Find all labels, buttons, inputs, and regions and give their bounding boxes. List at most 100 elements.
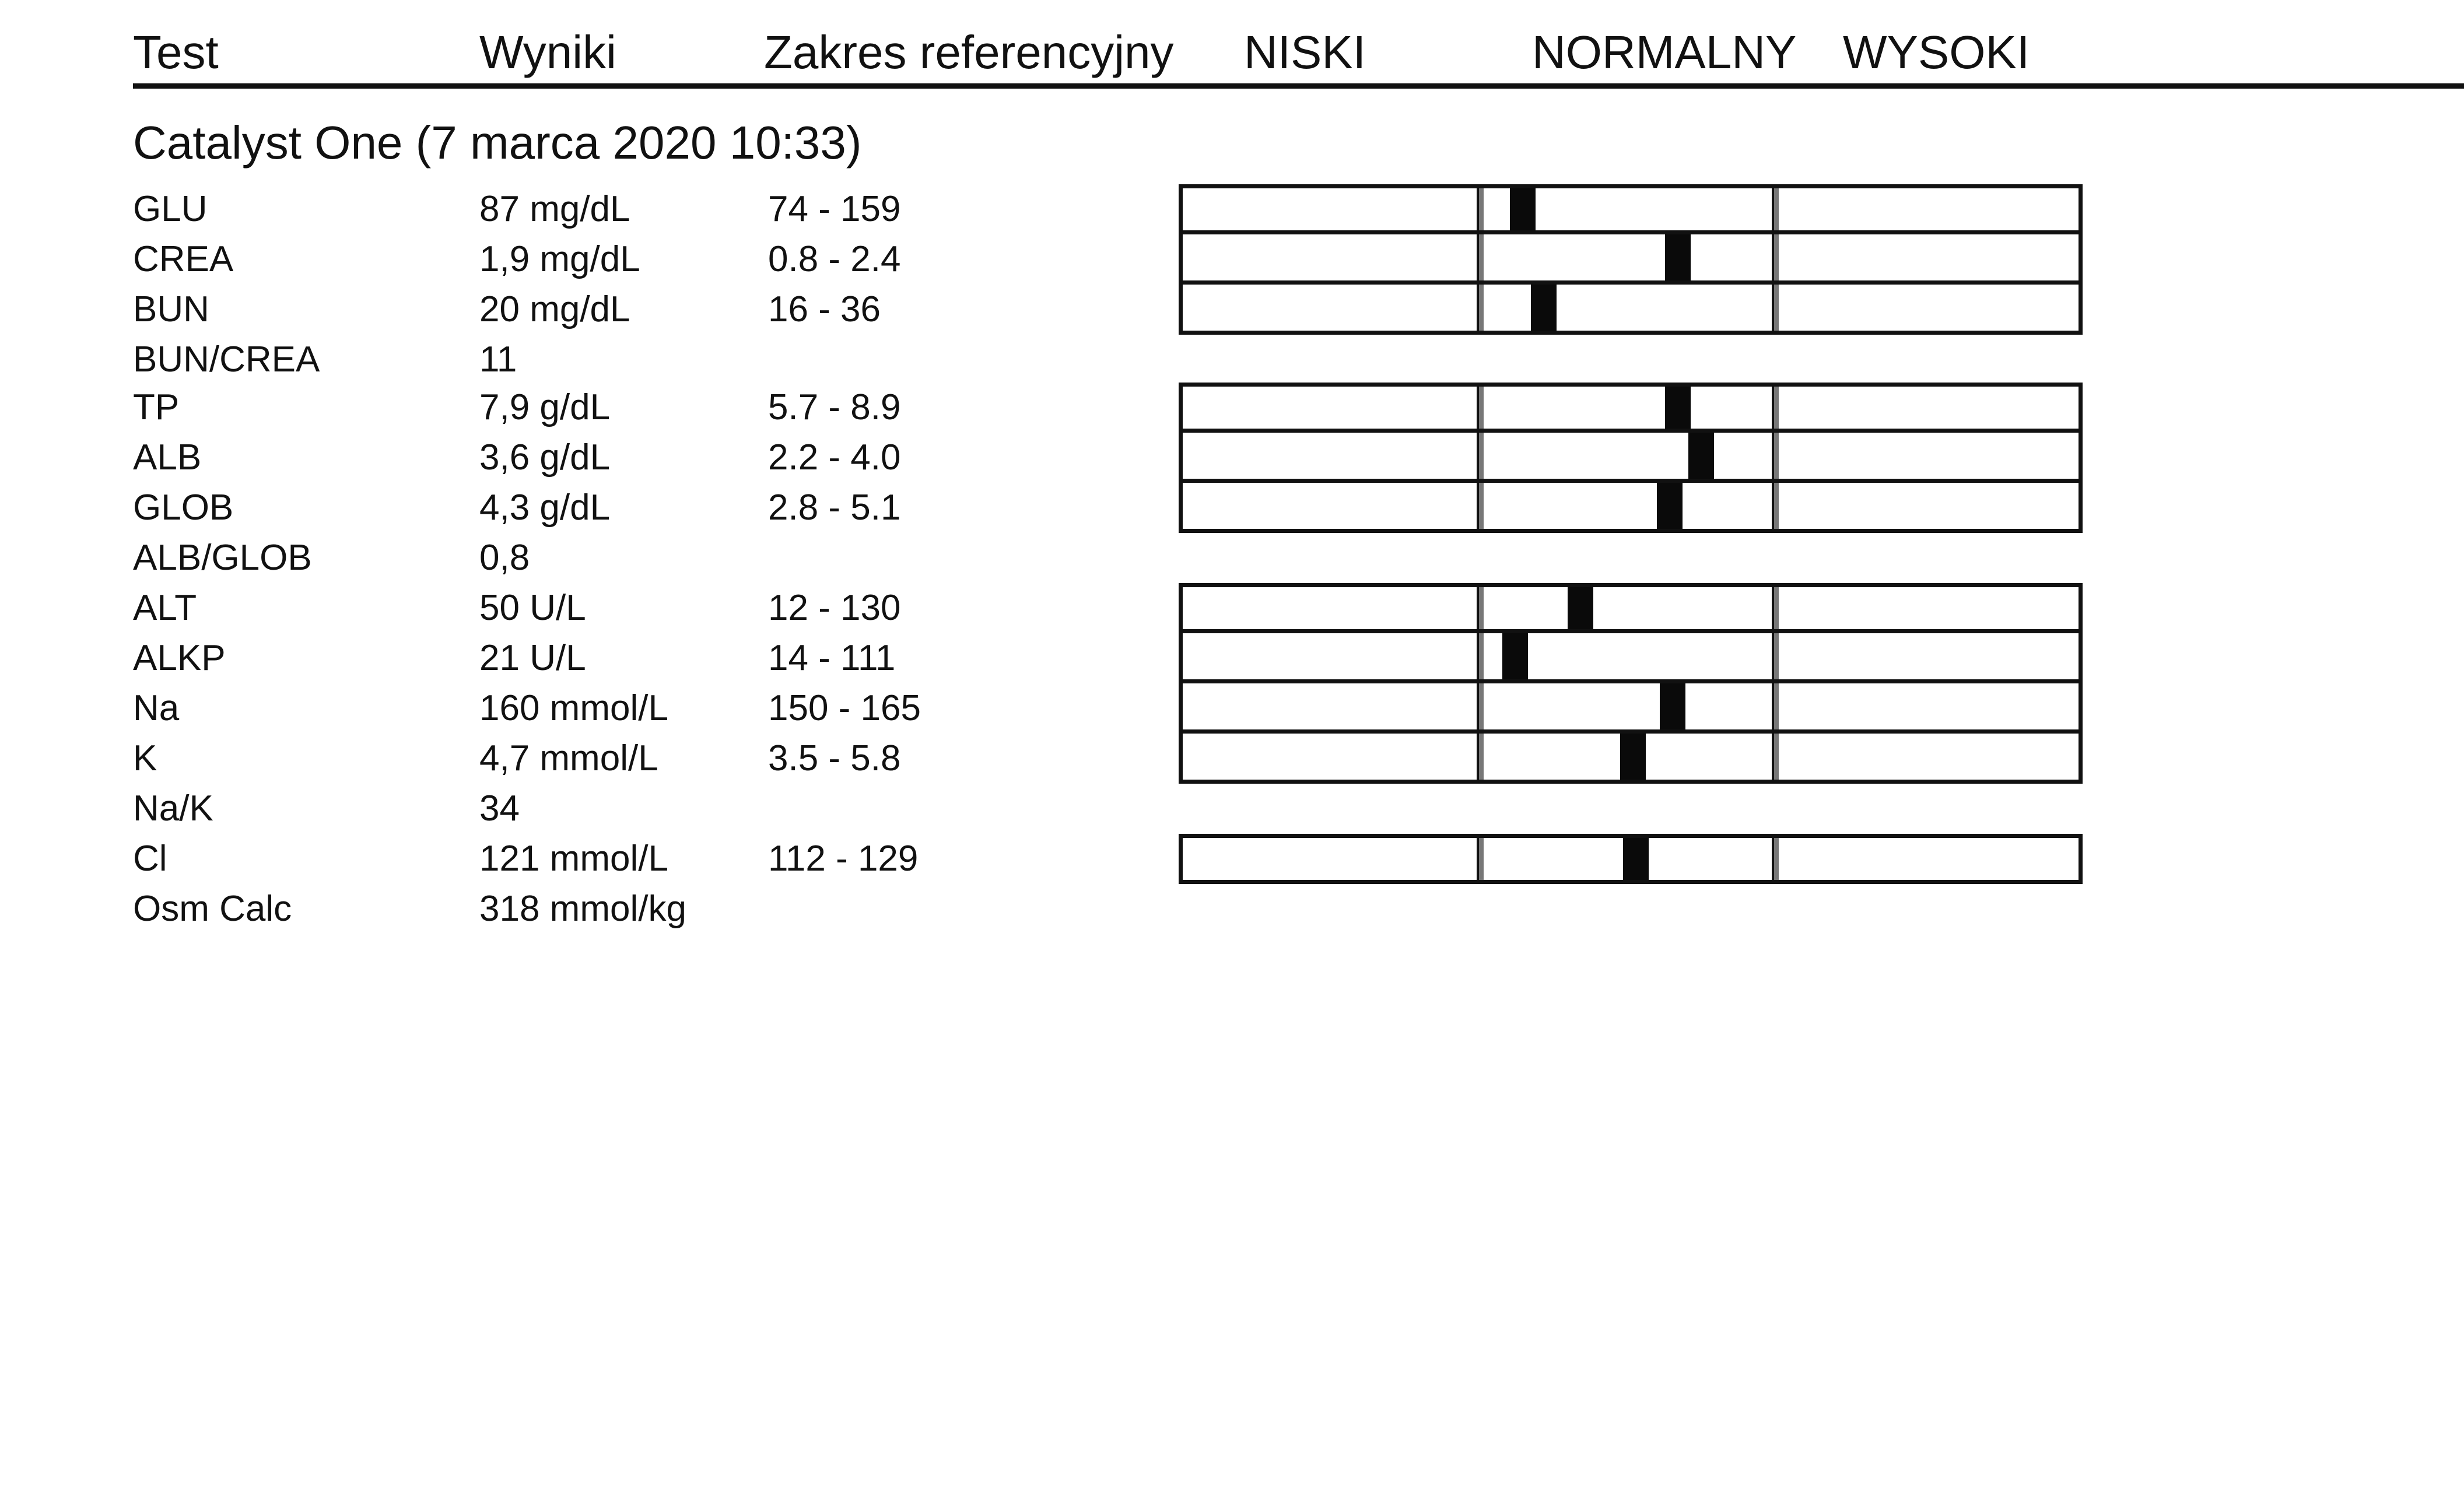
range-gauge	[1179, 734, 2083, 784]
reference-range: 12 - 130	[768, 588, 901, 628]
test-result: 7,9 g/dL	[479, 387, 611, 427]
normal-high-divider	[1772, 188, 1779, 230]
test-result: 4,7 mmol/L	[479, 738, 658, 778]
range-gauge	[1179, 383, 2083, 433]
analyzer-title: Catalyst One (7 marca 2020 10:33)	[133, 117, 862, 169]
test-result: 34	[479, 788, 520, 829]
range-gauge	[1179, 184, 2083, 234]
test-name: Na	[133, 688, 180, 728]
test-name: GLOB	[133, 487, 234, 528]
table-row: Na/K 34	[0, 784, 2464, 834]
range-gauge	[1179, 683, 2083, 734]
reference-range: 112 - 129	[768, 839, 919, 879]
column-header-test: Test	[133, 26, 219, 78]
test-name: TP	[133, 387, 180, 427]
low-normal-divider	[1477, 734, 1484, 780]
reference-range: 150 - 165	[768, 688, 921, 728]
low-normal-divider	[1477, 433, 1484, 479]
test-result: 3,6 g/dL	[479, 437, 611, 478]
table-row: CREA 1,9 mg/dL 0.8 - 2.4	[0, 234, 2464, 285]
table-row: ALB/GLOB 0,8	[0, 533, 2464, 583]
table-row: TP 7,9 g/dL 5.7 - 8.9	[0, 383, 2464, 433]
column-header-high: WYSOKI	[1843, 26, 2030, 78]
test-name: ALT	[133, 588, 197, 628]
low-normal-divider	[1477, 285, 1484, 331]
result-marker	[1623, 838, 1649, 880]
result-marker	[1502, 633, 1528, 679]
result-marker	[1531, 285, 1557, 331]
normal-high-divider	[1772, 683, 1779, 729]
table-row: K 4,7 mmol/L 3.5 - 5.8	[0, 734, 2464, 784]
reference-range: 2.2 - 4.0	[768, 437, 901, 478]
range-gauge	[1179, 433, 2083, 483]
test-name: Osm Calc	[133, 889, 292, 929]
range-gauge	[1179, 834, 2083, 884]
test-result: 11	[479, 339, 517, 380]
result-marker	[1657, 483, 1683, 529]
test-result: 121 mmol/L	[479, 839, 668, 879]
test-name: GLU	[133, 189, 208, 229]
table-row: BUN/CREA 11	[0, 335, 2464, 385]
test-result: 318 mmol/kg	[479, 889, 686, 929]
table-row: Osm Calc 318 mmol/kg	[0, 884, 2464, 934]
result-marker	[1660, 683, 1685, 729]
reference-range: 2.8 - 5.1	[768, 487, 901, 528]
normal-high-divider	[1772, 387, 1779, 429]
low-normal-divider	[1477, 188, 1484, 230]
result-marker	[1665, 234, 1691, 280]
test-result: 20 mg/dL	[479, 289, 630, 329]
table-row: GLU 87 mg/dL 74 - 159	[0, 184, 2464, 234]
result-marker	[1665, 387, 1691, 429]
normal-high-divider	[1772, 285, 1779, 331]
result-marker	[1568, 587, 1593, 629]
result-marker	[1688, 433, 1714, 479]
column-header-normal: NORMALNY	[1532, 26, 1797, 78]
test-result: 1,9 mg/dL	[479, 239, 640, 279]
test-name: BUN	[133, 289, 209, 329]
reference-range: 14 - 111	[768, 638, 896, 678]
table-row: BUN 20 mg/dL 16 - 36	[0, 285, 2464, 335]
range-gauge	[1179, 234, 2083, 285]
normal-high-divider	[1772, 587, 1779, 629]
test-name: ALB/GLOB	[133, 538, 312, 578]
test-name: Na/K	[133, 788, 213, 829]
normal-high-divider	[1772, 734, 1779, 780]
test-result: 87 mg/dL	[479, 189, 630, 229]
table-row: Na 160 mmol/L 150 - 165	[0, 683, 2464, 734]
reference-range: 3.5 - 5.8	[768, 738, 901, 778]
reference-range: 74 - 159	[768, 189, 901, 229]
low-normal-divider	[1477, 683, 1484, 729]
table-row: ALB 3,6 g/dL 2.2 - 4.0	[0, 433, 2464, 483]
normal-high-divider	[1772, 838, 1779, 880]
range-gauge	[1179, 583, 2083, 633]
test-result: 21 U/L	[479, 638, 586, 678]
range-gauge	[1179, 285, 2083, 335]
normal-high-divider	[1772, 483, 1779, 529]
test-name: ALKP	[133, 638, 226, 678]
reference-range: 5.7 - 8.9	[768, 387, 901, 427]
range-gauge	[1179, 483, 2083, 533]
low-normal-divider	[1477, 234, 1484, 280]
table-row: ALKP 21 U/L 14 - 111	[0, 633, 2464, 683]
test-name: BUN/CREA	[133, 339, 320, 380]
test-result: 0,8	[479, 538, 530, 578]
range-gauge	[1179, 633, 2083, 683]
test-result: 4,3 g/dL	[479, 487, 611, 528]
normal-high-divider	[1772, 433, 1779, 479]
result-marker	[1620, 734, 1646, 780]
column-header-results: Wyniki	[479, 26, 616, 78]
low-normal-divider	[1477, 633, 1484, 679]
column-header-low: NISKI	[1244, 26, 1366, 78]
test-result: 50 U/L	[479, 588, 586, 628]
test-name: CREA	[133, 239, 234, 279]
test-result: 160 mmol/L	[479, 688, 668, 728]
test-name: Cl	[133, 839, 167, 879]
header-divider	[133, 83, 2464, 89]
low-normal-divider	[1477, 838, 1484, 880]
test-name: ALB	[133, 437, 202, 478]
low-normal-divider	[1477, 587, 1484, 629]
table-row: Cl 121 mmol/L 112 - 129	[0, 834, 2464, 884]
reference-range: 16 - 36	[768, 289, 881, 329]
test-name: K	[133, 738, 157, 778]
